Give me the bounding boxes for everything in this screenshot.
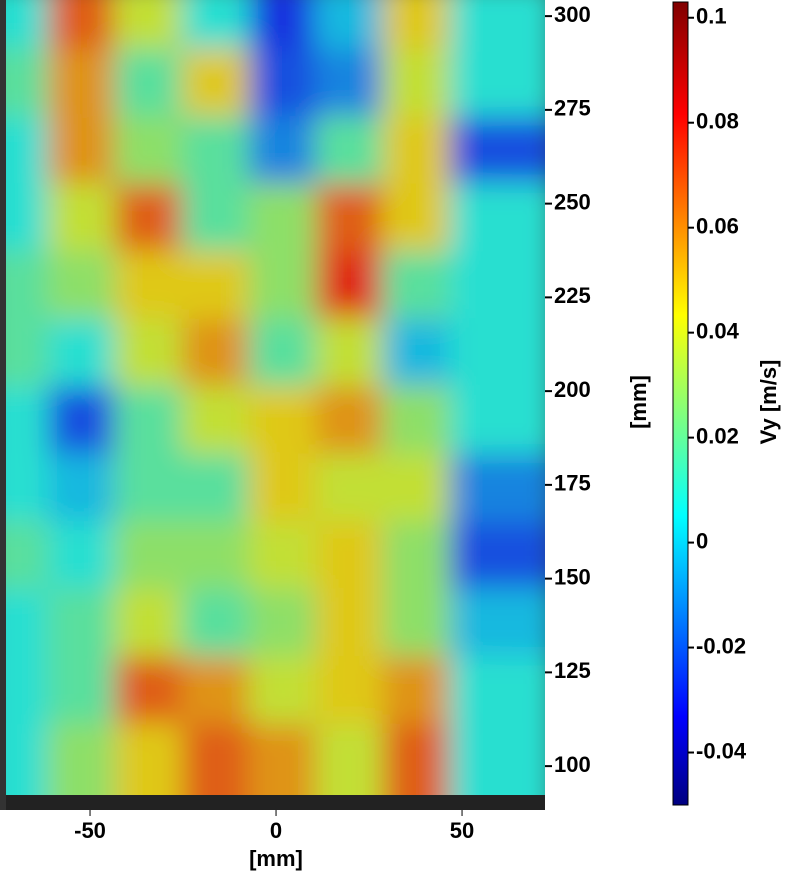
frame-left <box>0 0 6 810</box>
colorbar-tick-label: -0.04 <box>696 738 747 763</box>
y-tick-label: 300 <box>554 2 591 27</box>
colorbar-tick-label: 0.02 <box>696 423 739 448</box>
y-tick-label: 250 <box>554 189 591 214</box>
colorbar-label: Vy [m/s] <box>756 360 781 445</box>
colorbar <box>672 1 689 806</box>
x-tick-label: 0 <box>270 818 282 843</box>
colorbar-tick-label: 0.08 <box>696 109 739 134</box>
colorbar-tick-label: -0.02 <box>696 633 746 658</box>
y-tick-label: 225 <box>554 283 591 308</box>
y-tick-label: 125 <box>554 658 591 683</box>
colorbar-tick-label: 0.06 <box>696 213 739 238</box>
colorbar-tick-label: 0 <box>696 528 708 553</box>
x-tick-label: -50 <box>74 818 106 843</box>
frame-bottom <box>0 795 545 810</box>
y-tick-label: 150 <box>554 564 591 589</box>
y-tick-label: 175 <box>554 471 591 496</box>
y-axis-label: [mm] <box>626 375 651 429</box>
y-tick-label: 200 <box>554 377 591 402</box>
image-sheen <box>0 0 545 795</box>
colorbar-tick-label: 0.1 <box>696 4 727 29</box>
x-tick-label: 50 <box>450 818 474 843</box>
x-axis-label: [mm] <box>249 846 303 871</box>
y-tick-label: 100 <box>554 752 591 777</box>
colorbar-tick-label: 0.04 <box>696 318 740 343</box>
y-tick-label: 275 <box>554 96 591 121</box>
